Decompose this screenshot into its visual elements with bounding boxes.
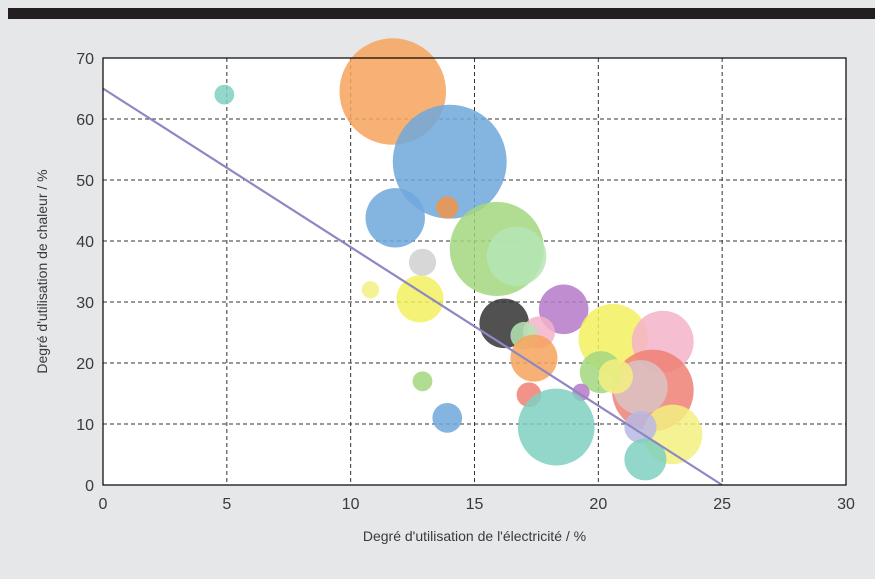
top-bar	[8, 8, 875, 19]
bubble	[624, 438, 667, 481]
bubble	[486, 226, 547, 286]
bubble	[598, 359, 634, 394]
bubble	[214, 84, 235, 105]
bubble	[392, 104, 507, 219]
x-tick-label: 30	[837, 496, 855, 513]
y-axis-label: Degré d'utilisation de chaleur / %	[34, 169, 50, 373]
y-tick-label: 50	[76, 173, 94, 190]
y-tick-label: 20	[76, 356, 94, 373]
bubble	[624, 410, 657, 444]
bubble	[408, 248, 437, 276]
y-tick-label: 40	[76, 234, 94, 251]
x-tick-label: 20	[589, 496, 607, 513]
trendline-group	[102, 87, 723, 486]
x-tick-label: 25	[713, 496, 731, 513]
x-axis-label: Degré d'utilisation de l'électricité / %	[363, 528, 586, 544]
x-tick-label: 15	[466, 496, 484, 513]
bubbles	[214, 38, 703, 481]
y-tick-labels: 0 10 20 30 40 50 60 70	[76, 51, 94, 495]
trendline	[102, 87, 723, 486]
bubble	[396, 275, 444, 323]
bubble	[365, 188, 425, 248]
bubble	[538, 284, 589, 335]
x-tick-labels: 0 5 10 15 20 25 30	[99, 496, 855, 513]
bubble	[510, 334, 558, 382]
bubble	[412, 371, 433, 392]
y-tick-label: 10	[76, 417, 94, 434]
y-tick-label: 60	[76, 112, 94, 129]
x-tick-label: 5	[222, 496, 231, 513]
y-tick-label: 70	[76, 51, 94, 68]
x-tick-label: 0	[99, 496, 108, 513]
y-tick-label: 0	[85, 478, 94, 495]
bubble	[361, 281, 380, 299]
x-tick-label: 10	[342, 496, 360, 513]
bubble	[517, 388, 595, 466]
y-tick-label: 30	[76, 295, 94, 312]
bubble	[436, 196, 459, 219]
bubble	[432, 403, 463, 433]
plot-frame	[102, 57, 847, 486]
